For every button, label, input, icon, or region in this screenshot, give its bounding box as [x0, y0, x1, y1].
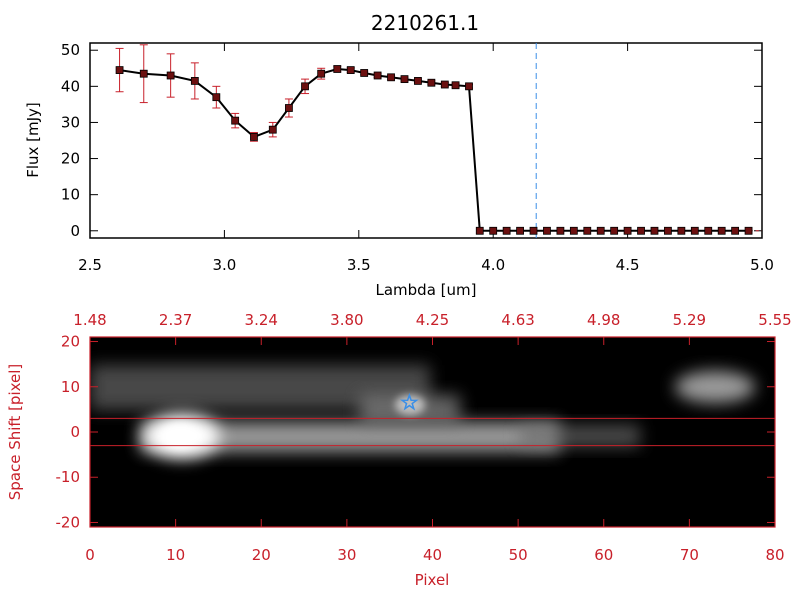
pixel-tick-label: 40: [423, 546, 442, 564]
data-point: [373, 71, 382, 80]
pixel-tick-label: 80: [765, 546, 784, 564]
data-point: [231, 116, 240, 125]
data-point: [414, 77, 422, 85]
data-point: [400, 75, 409, 84]
data-point: [556, 226, 565, 235]
data-point: [360, 69, 369, 77]
data-point: [190, 77, 199, 85]
wavelength-tick-label: 5.29: [673, 311, 706, 329]
x-tick-label: 3.5: [347, 256, 371, 274]
x-tick-label: 5.0: [750, 256, 774, 274]
pixel-axis-label: Pixel: [415, 571, 450, 589]
y-tick-label: 10: [61, 186, 80, 204]
trace-extension: [520, 425, 640, 447]
image-overlay: [90, 392, 775, 447]
data-point: [731, 226, 740, 235]
flux-chart: 2210261.1 2.5 3.0 3.5 4.0 4.5 5.001020304050 …: [24, 11, 774, 299]
y-tick-label: 50: [61, 41, 80, 59]
image-ticks: 0 1.48 10 2.37 20 3.24 30 3.80 40 4.25 50 4.63 60 4.9…: [56, 311, 792, 564]
space-shift-axis-label: Space Shift [pixel]: [6, 364, 24, 501]
y-tick-label: 40: [61, 77, 80, 95]
data-point: [346, 66, 355, 74]
data-point: [427, 78, 436, 87]
data-point: [717, 226, 726, 235]
y-tick-label: 0: [70, 222, 80, 240]
data-point: [543, 226, 551, 235]
data-point: [583, 226, 592, 235]
x-tick-label: 2.5: [78, 256, 102, 274]
data-point: [115, 66, 124, 74]
data-point: [440, 80, 449, 89]
flux-plot-frame: [89, 42, 763, 239]
data-point: [387, 73, 395, 82]
data-point: [139, 69, 148, 78]
pixel-tick-label: 30: [337, 546, 356, 564]
x-tick-label: 4.5: [616, 256, 640, 274]
pixel-tick-label: 10: [166, 546, 185, 564]
data-point: [317, 69, 326, 78]
wavelength-tick-label: 4.25: [416, 311, 449, 329]
data-point: [489, 226, 498, 235]
data-point: [704, 226, 713, 235]
pixel-tick-label: 50: [509, 546, 528, 564]
x-tick-label: 4.0: [481, 256, 505, 274]
y-tick-label: 20: [61, 150, 80, 168]
shift-tick-label: 0: [70, 423, 80, 441]
x-axis-label: Lambda [um]: [376, 281, 477, 299]
wavelength-tick-label: 4.63: [501, 311, 534, 329]
flux-ticks: 2.5 3.0 3.5 4.0 4.5 5.0 0 10 20 30 40 50: [61, 41, 774, 274]
image-content: [90, 365, 755, 458]
bright-core: [162, 424, 198, 448]
data-point: [610, 226, 619, 235]
pixel-tick-label: 60: [594, 546, 613, 564]
star-icon: [399, 392, 419, 411]
pixel-tick-label: 70: [680, 546, 699, 564]
data-point: [596, 226, 605, 235]
wavelength-tick-label: 5.55: [758, 311, 791, 329]
data-point: [451, 81, 460, 90]
shift-tick-label: -20: [56, 513, 81, 531]
data-point: [465, 82, 473, 91]
data-point: [285, 104, 293, 112]
data-point: [212, 93, 221, 102]
data-point: [637, 226, 645, 235]
y-tick-label: 30: [61, 113, 80, 131]
wavelength-tick-label: 4.98: [587, 311, 620, 329]
data-point: [677, 226, 686, 235]
data-point: [333, 65, 342, 73]
wavelength-tick-label: 1.48: [73, 311, 106, 329]
right-blob: [675, 371, 755, 403]
pixel-tick-label: 0: [85, 546, 95, 564]
data-point: [650, 226, 659, 235]
data-point: [623, 226, 632, 235]
data-point: [529, 226, 538, 235]
data-point: [301, 82, 309, 91]
data-point: [516, 226, 524, 235]
data-point: [268, 125, 277, 134]
shift-tick-label: 10: [61, 378, 80, 396]
spectrum-image-panel: 0 1.48 10 2.37 20 3.24 30 3.80 40 4.25 50 4.63 60 4.9…: [6, 311, 792, 589]
data-point: [569, 226, 578, 235]
data-point: [475, 226, 484, 235]
data-point: [664, 226, 672, 235]
data-point: [690, 226, 699, 235]
shift-tick-label: -10: [56, 468, 81, 486]
wavelength-tick-label: 2.37: [159, 311, 192, 329]
data-point: [502, 226, 511, 235]
shift-tick-label: 20: [61, 333, 80, 351]
pixel-tick-label: 20: [252, 546, 271, 564]
data-point: [744, 226, 753, 235]
chart-title: 2210261.1: [371, 11, 479, 35]
y-axis-label: Flux [mJy]: [24, 102, 42, 178]
x-tick-label: 3.0: [212, 256, 236, 274]
data-point: [250, 132, 258, 141]
flux-series: [115, 44, 762, 235]
data-point: [166, 71, 175, 80]
wavelength-tick-label: 3.80: [330, 311, 363, 329]
wavelength-tick-label: 3.24: [245, 311, 278, 329]
